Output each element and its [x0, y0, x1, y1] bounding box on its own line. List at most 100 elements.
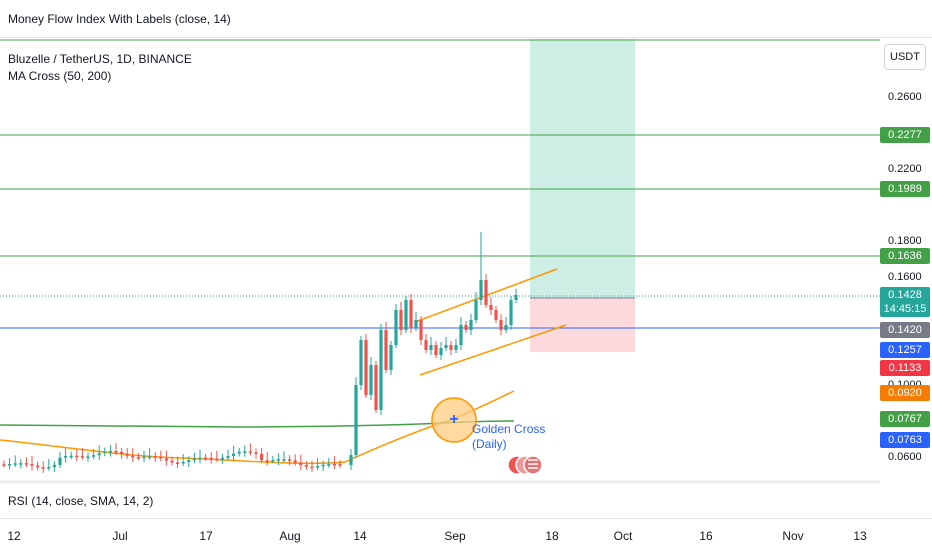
candle-body	[276, 459, 280, 461]
price-axis-label: 0.0600	[888, 451, 922, 463]
candle-body	[379, 330, 383, 410]
time-axis-label: Jul	[112, 529, 128, 543]
candle-body	[159, 456, 163, 459]
loss-zone	[530, 298, 635, 352]
candle-body	[64, 456, 68, 458]
candle-body	[484, 280, 488, 305]
candle-body	[58, 457, 62, 465]
candle-body	[75, 455, 79, 458]
price-tag-value: 0.0767	[888, 413, 922, 425]
candle-body	[47, 466, 51, 469]
candle-body	[338, 464, 342, 466]
candle-body	[125, 453, 129, 456]
candle-body	[404, 300, 408, 330]
candle-body	[429, 345, 433, 350]
candle-body	[424, 340, 428, 350]
candle-body	[439, 348, 443, 355]
candle-body	[394, 310, 398, 345]
candle-body	[131, 455, 135, 458]
price-tag: 0.1257	[880, 342, 930, 358]
candle-body	[19, 463, 23, 465]
candle-body	[489, 305, 493, 310]
candle-body	[220, 457, 224, 460]
candle-body	[369, 365, 373, 395]
time-axis[interactable]: 12 Jul 17 Aug 14 Sep 18 Oct 16 Nov 13	[0, 518, 932, 550]
candle-body	[215, 458, 219, 461]
price-tag: 0.1420	[880, 322, 930, 338]
symbol-title[interactable]: Bluzelle / TetherUS, 1D, BINANCE	[8, 52, 192, 66]
candle-body	[232, 453, 236, 456]
price-tag: 0.1636	[880, 248, 930, 264]
price-tag-value: 0.1989	[888, 183, 922, 195]
golden-cross-circle[interactable]	[431, 397, 477, 443]
flag-icon[interactable]	[508, 454, 544, 476]
candle-body	[30, 464, 34, 466]
candle-body	[449, 345, 453, 350]
price-axis-label: 0.2600	[888, 91, 922, 103]
price-tag: 0.1428 14:45:15	[880, 287, 930, 317]
plus-icon: +	[449, 411, 459, 428]
candle-body	[474, 300, 478, 320]
candle-body	[2, 464, 6, 466]
candle-body	[69, 455, 73, 458]
candle-body	[514, 295, 518, 300]
mfi-indicator-pane[interactable]: Money Flow Index With Labels (close, 14)	[0, 0, 932, 38]
price-tag: 0.1989	[880, 181, 930, 197]
ma-cross-title[interactable]: MA Cross (50, 200)	[8, 69, 112, 83]
candle-body	[327, 463, 331, 466]
time-axis-label: 17	[199, 529, 213, 543]
mfi-indicator-title[interactable]: Money Flow Index With Labels (close, 14)	[8, 12, 231, 26]
candle-body	[349, 455, 353, 465]
time-axis-label: Sep	[444, 529, 466, 543]
candle-body	[80, 456, 84, 458]
time-axis-label: 14	[353, 529, 367, 543]
price-tag-value: 0.1420	[888, 324, 922, 336]
candle-body	[254, 452, 258, 454]
candle-body	[499, 320, 503, 330]
price-axis-label: 0.1600	[888, 271, 922, 283]
candle-body	[248, 451, 252, 453]
candle-body	[434, 345, 438, 355]
profit-zone	[530, 39, 635, 298]
candle-body	[304, 465, 308, 467]
candle-body	[204, 457, 208, 460]
candle-body	[136, 457, 140, 459]
candle-body	[237, 451, 241, 454]
candle-body	[271, 459, 275, 462]
chart-legend: Bluzelle / TetherUS, 1D, BINANCE MA Cros…	[8, 51, 192, 85]
price-tag-value: 0.0763	[888, 434, 922, 446]
time-axis-label: 13	[853, 529, 867, 543]
candle-body	[103, 451, 107, 454]
candle-body	[265, 460, 269, 462]
candle-body	[409, 300, 413, 328]
candle-body	[288, 459, 292, 461]
price-tag: 0.2277	[880, 127, 930, 143]
candle-body	[108, 451, 112, 453]
candle-body	[364, 340, 368, 395]
candle-body	[494, 310, 498, 320]
candle-body	[316, 466, 320, 468]
candle-body	[469, 320, 473, 330]
price-axis-label: 0.2200	[888, 163, 922, 175]
price-tag-value: 0.1636	[888, 250, 922, 262]
candle-body	[226, 455, 230, 458]
candle-body	[464, 325, 468, 330]
candle-body	[187, 460, 191, 462]
candle-body	[164, 458, 168, 461]
candle-body	[332, 463, 336, 466]
price-tag: 0.1133	[880, 360, 930, 376]
time-axis-label: Nov	[782, 529, 804, 543]
candle-body	[142, 456, 146, 459]
candle-body	[97, 453, 101, 456]
candle-body	[8, 464, 12, 466]
candle-body	[310, 466, 314, 469]
candle-body	[299, 462, 303, 466]
currency-button[interactable]: USDT	[884, 44, 926, 70]
time-axis-label: 12	[7, 529, 21, 543]
price-tag: 0.0763	[880, 432, 930, 448]
rsi-indicator-title[interactable]: RSI (14, close, SMA, 14, 2)	[8, 494, 154, 508]
candle-body	[354, 385, 358, 455]
candle-body	[359, 340, 363, 385]
rsi-indicator-pane[interactable]: RSI (14, close, SMA, 14, 2)	[0, 482, 880, 518]
